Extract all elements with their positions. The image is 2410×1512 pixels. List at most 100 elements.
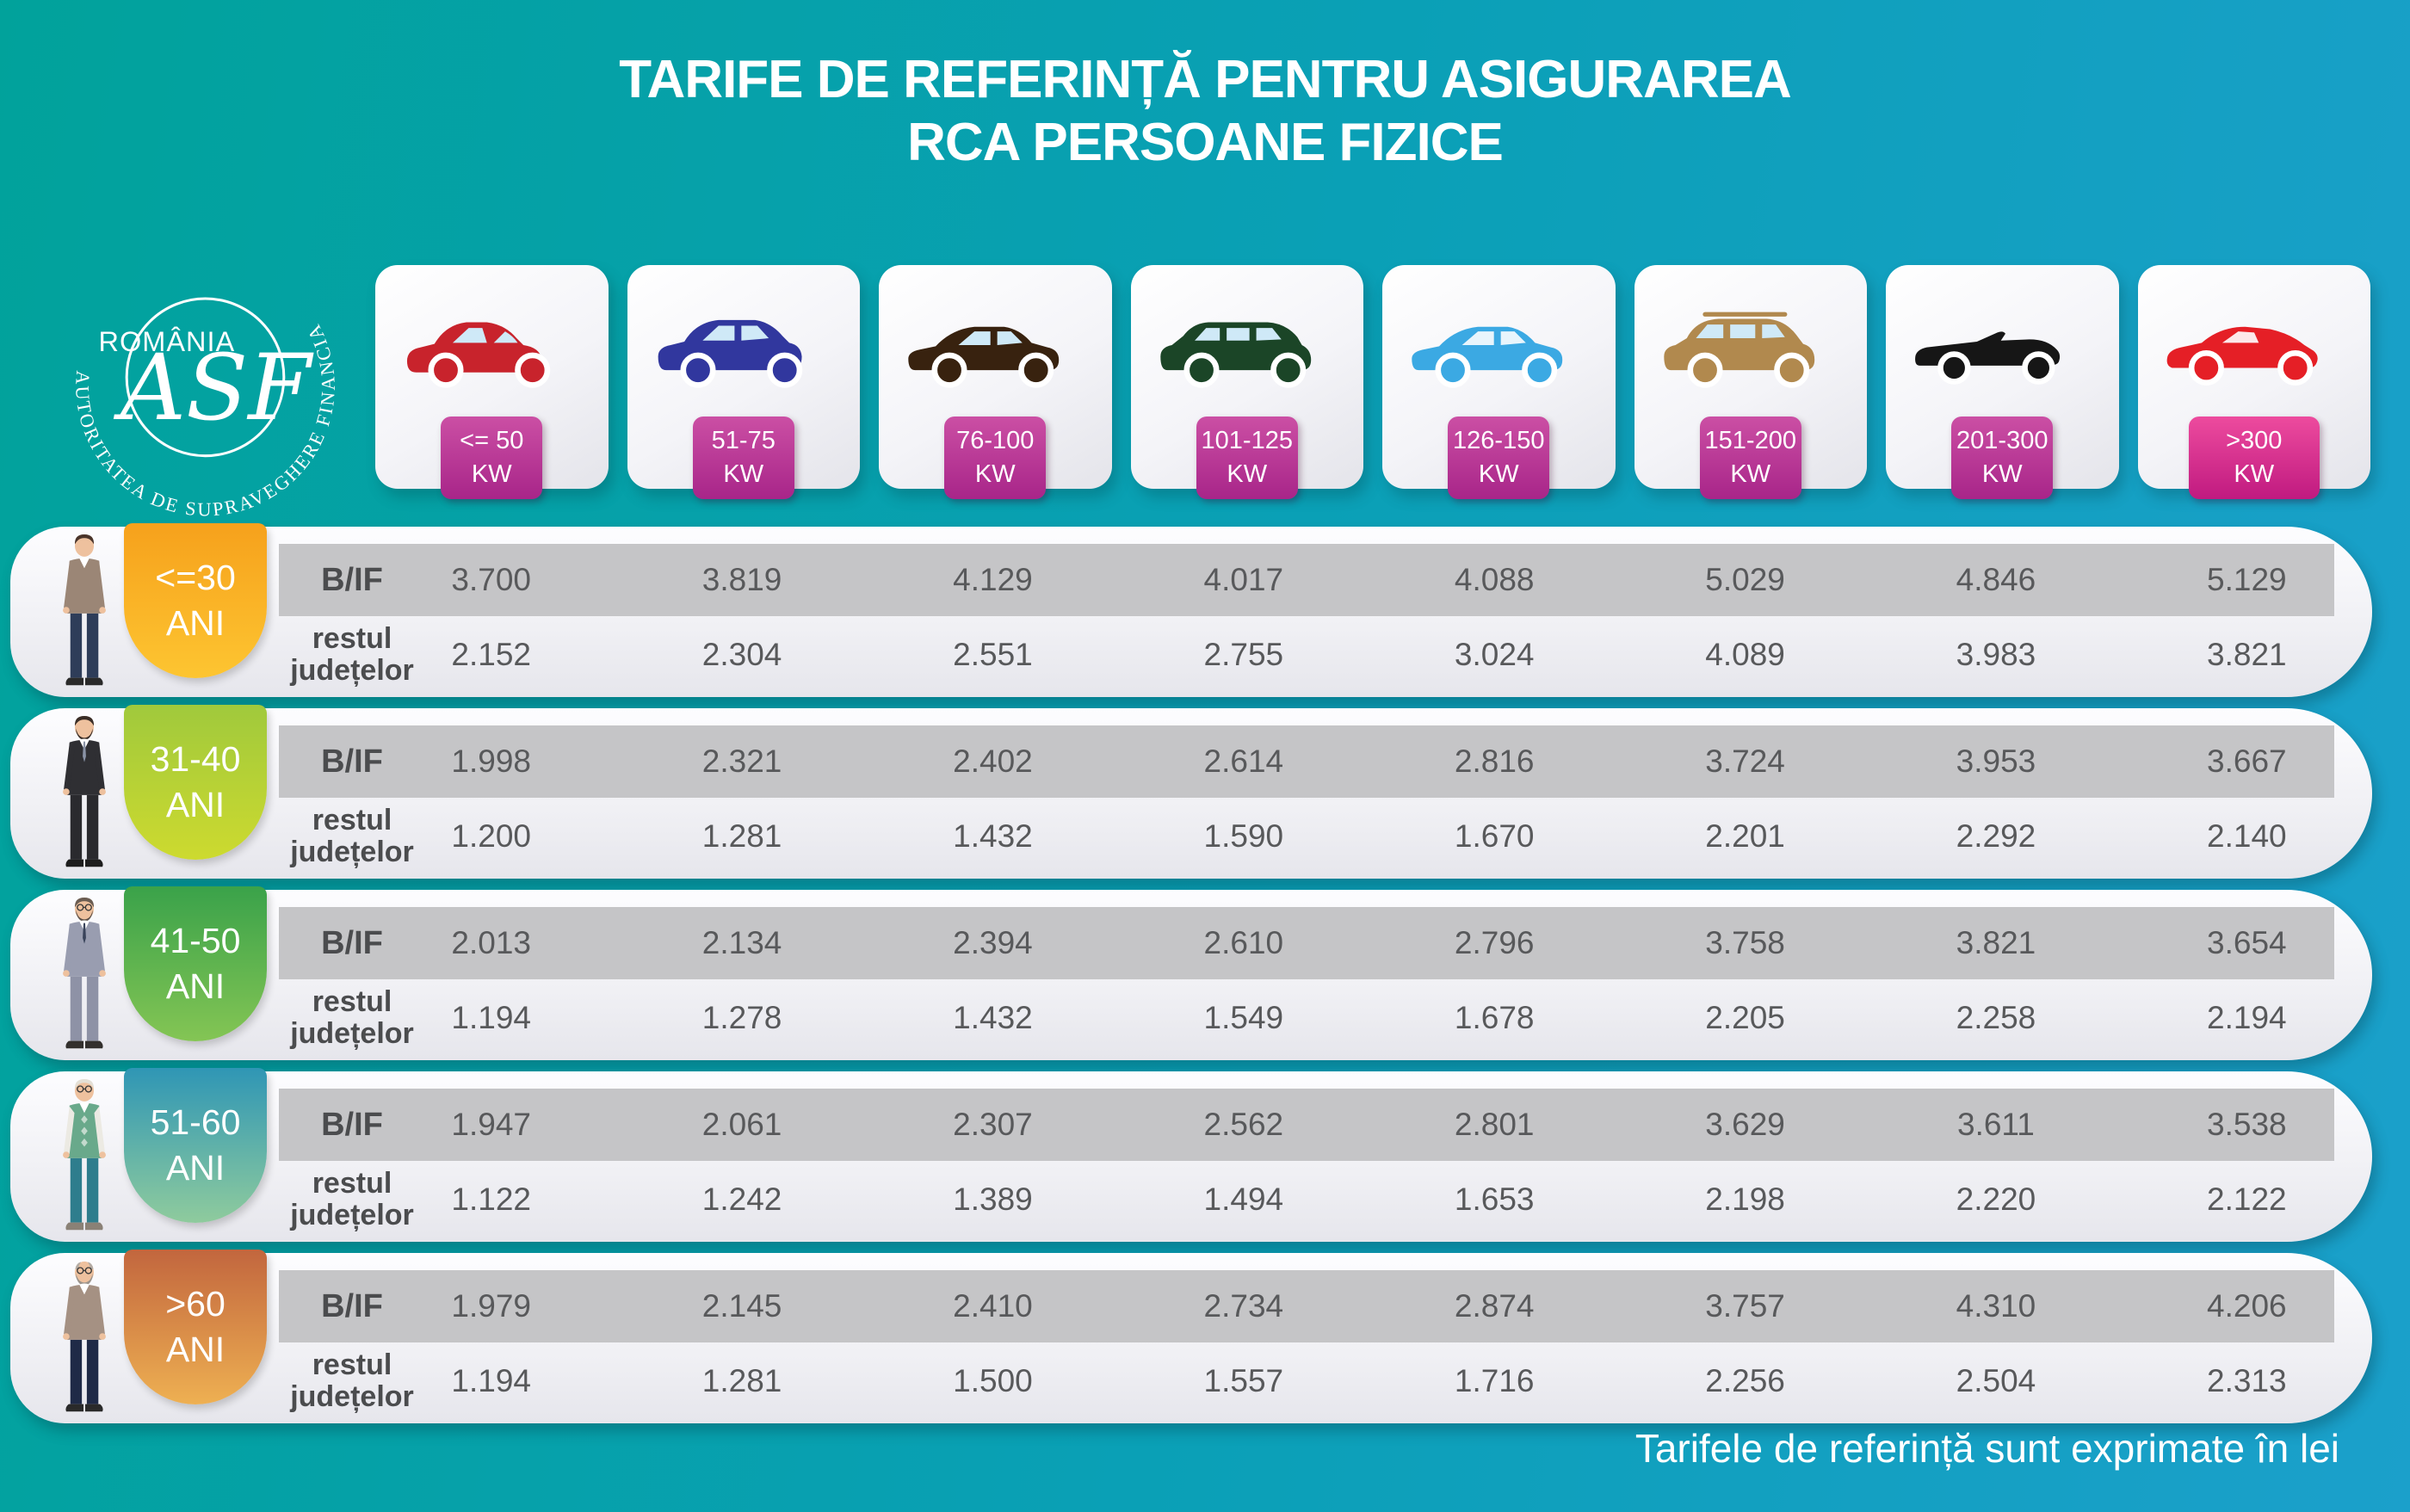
tariff-value: 3.953	[1956, 744, 2036, 779]
tariff-value: 2.220	[1956, 1182, 2036, 1217]
tariff-value: 3.611	[1957, 1107, 2035, 1142]
power-category-header: <= 50 KW 51-75 KW	[366, 265, 2380, 499]
region-label-bif: B/IF	[321, 1287, 383, 1324]
tariff-value: 1.278	[701, 1000, 782, 1035]
tariff-value: 2.256	[1705, 1363, 1785, 1398]
tariff-value: 1.432	[953, 818, 1033, 854]
tariff-value: 2.122	[2207, 1182, 2287, 1217]
car-icon-red-sports-car	[2166, 326, 2318, 386]
tariff-value: 2.614	[1203, 744, 1284, 779]
power-category-card: 101-125 KW	[1130, 265, 1363, 499]
page-title-line2: RCA PERSOANE FIZICE	[907, 113, 1504, 173]
tariff-value: 3.819	[701, 562, 782, 597]
person-icon-older-man-green-vest	[63, 1078, 106, 1231]
power-category-card: 151-200 KW	[1634, 265, 1867, 499]
tariff-value: 2.755	[1203, 637, 1284, 672]
age-badge: 41-50 ANI	[124, 886, 267, 1041]
tariff-value: 3.983	[1956, 637, 2036, 672]
age-badge: 51-60 ANI	[124, 1068, 267, 1223]
kw-range-badge: 151-200 KW	[1699, 417, 1801, 499]
kw-range: 51-75	[711, 426, 776, 454]
power-category-card: 126-150 KW	[1382, 265, 1616, 499]
tariff-value: 3.667	[2207, 744, 2287, 779]
tariff-values-bif: 1.998 2.321 2.402 2.614 2.816 3.724 3.95…	[366, 725, 2372, 798]
bif-band	[279, 544, 2334, 616]
person-icon-man-gray-suit-glasses	[63, 897, 106, 1049]
region-label-rest: restul județelor	[270, 798, 434, 875]
tariff-value: 1.500	[953, 1363, 1033, 1398]
tariff-value: 1.194	[451, 1000, 531, 1035]
tariff-value: 4.089	[1705, 637, 1785, 672]
region-label-rest-line1: restul	[312, 985, 392, 1019]
tariff-value: 2.304	[701, 637, 782, 672]
tariff-value: 1.549	[1203, 1000, 1284, 1035]
kw-unit: KW	[1478, 460, 1519, 488]
tariff-values-bif: 1.979 2.145 2.410 2.734 2.874 3.757 4.31…	[366, 1270, 2372, 1342]
tariff-value: 2.796	[1454, 925, 1535, 960]
tariff-value: 3.757	[1705, 1288, 1785, 1324]
tariff-value: 2.734	[1203, 1288, 1284, 1324]
region-label-rest: restul județelor	[270, 1342, 434, 1420]
power-category-card: 51-75 KW	[627, 265, 860, 499]
region-label-rest-line1: restul	[312, 622, 392, 656]
tariff-value: 2.313	[2207, 1363, 2287, 1398]
power-category-card: 201-300 KW	[1886, 265, 2119, 499]
tariff-value: 4.206	[2207, 1288, 2287, 1324]
tariff-values-rest: 1.200 1.281 1.432 1.590 1.670 2.201 2.29…	[366, 798, 2372, 875]
kw-unit: KW	[1730, 460, 1771, 488]
tariff-values-rest: 2.152 2.304 2.551 2.755 3.024 4.089 3.98…	[366, 616, 2372, 694]
tariff-value: 1.281	[701, 818, 782, 854]
tariff-value: 1.557	[1203, 1363, 1284, 1398]
region-label-rest-line1: restul	[312, 1348, 392, 1382]
kw-range: 76-100	[956, 426, 1035, 454]
car-icon-lightblue-sedan	[1412, 326, 1563, 388]
age-unit: ANI	[165, 603, 226, 643]
region-label-rest-line2: județelor	[290, 1199, 414, 1231]
region-label-rest: restul județelor	[270, 979, 434, 1057]
tariff-value: 4.017	[1203, 562, 1284, 597]
region-label-rest-line2: județelor	[290, 1017, 414, 1050]
car-icon-blue-crossover-suv	[658, 319, 802, 388]
tariff-value: 2.194	[2207, 1000, 2287, 1035]
tariff-value: 2.816	[1454, 744, 1535, 779]
tariff-value: 2.321	[701, 744, 782, 779]
region-label-bif: B/IF	[321, 561, 383, 598]
tariff-value: 1.281	[701, 1363, 782, 1398]
age-badge: <=30 ANI	[124, 523, 267, 678]
age-row-over-60: >60 ANI B/IF restul județelor 1.979 2.14…	[10, 1250, 2372, 1423]
tariff-value: 1.200	[451, 818, 531, 854]
tariff-value: 2.551	[953, 637, 1033, 672]
age-range: 41-50	[150, 920, 241, 960]
tariff-value: 2.402	[953, 744, 1033, 779]
tariff-values-rest: 1.194 1.281 1.500 1.557 1.716 2.256 2.50…	[366, 1342, 2372, 1420]
tariff-value: 3.821	[2207, 637, 2287, 672]
tariff-value: 1.242	[701, 1182, 782, 1217]
tariff-value: 3.821	[1956, 925, 2036, 960]
tariff-value: 1.979	[451, 1288, 531, 1324]
age-range: <=30	[155, 557, 236, 597]
currency-note: Tarifele de referință sunt exprimate în …	[1634, 1426, 2339, 1471]
region-label-rest-line2: județelor	[290, 836, 414, 868]
tariff-value: 2.307	[953, 1107, 1033, 1142]
kw-range-badge: 76-100 KW	[944, 417, 1047, 499]
tariff-value: 2.801	[1454, 1107, 1535, 1142]
tariff-value: 3.758	[1705, 925, 1785, 960]
tariff-value: 1.494	[1203, 1182, 1284, 1217]
kw-range-badge: 101-125 KW	[1196, 417, 1298, 499]
kw-range: >300	[2226, 426, 2283, 454]
bif-band	[279, 725, 2334, 798]
tariff-values-bif: 3.700 3.819 4.129 4.017 4.088 5.029 4.84…	[366, 544, 2372, 616]
kw-range-badge: 126-150 KW	[1448, 417, 1550, 499]
person-icon-man-black-suit	[63, 715, 106, 867]
bif-band	[279, 1089, 2334, 1161]
tariff-value: 2.292	[1956, 818, 2036, 854]
kw-unit: KW	[471, 460, 512, 488]
age-row-51-60: 51-60 ANI B/IF restul județelor 1.947 2.…	[10, 1068, 2372, 1242]
tariff-value: 2.140	[2207, 818, 2287, 854]
tariff-value: 1.590	[1203, 818, 1284, 854]
car-icon-tan-offroad-suv	[1664, 312, 1814, 388]
age-unit: ANI	[165, 966, 226, 1006]
age-row-41-50: 41-50 ANI B/IF restul județelor 2.013 2.…	[10, 886, 2372, 1060]
tariff-value: 1.678	[1454, 1000, 1535, 1035]
car-icon-black-convertible	[1915, 331, 2061, 385]
